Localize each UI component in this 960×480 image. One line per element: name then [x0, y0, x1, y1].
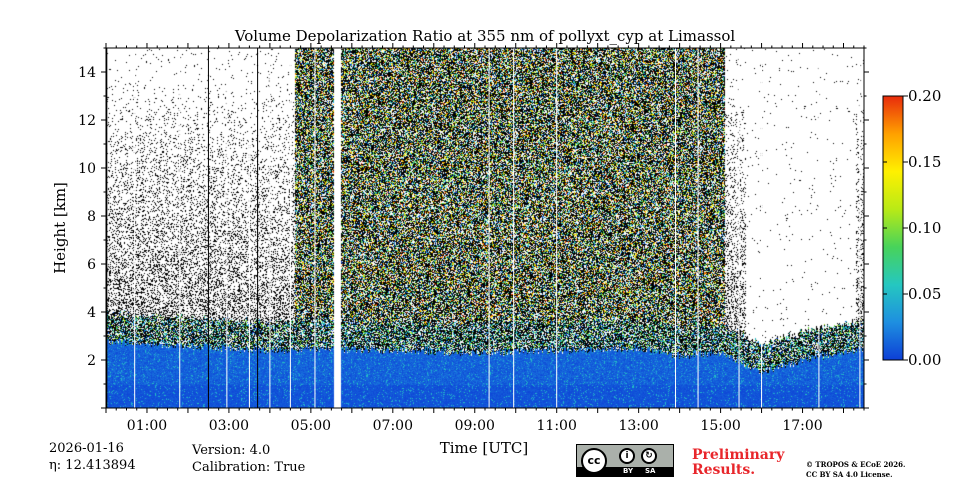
- version-label: Version: 4.0: [192, 443, 271, 458]
- meta-version: Version: 4.0 Calibration: True: [192, 442, 305, 476]
- preliminary-line1: Preliminary: [692, 447, 785, 463]
- meta-date-eta: 2026-01-16 η: 12.413894: [49, 440, 136, 474]
- x-tick-label: 17:00: [782, 418, 822, 434]
- x-axis: 01:00 03:00 05:00 07:00 09:00 11:00 13:00 15:00…: [105, 43, 865, 434]
- y-axis-label: Height [km]: [51, 182, 69, 274]
- plot-area: [105, 47, 865, 409]
- colorbar-tick-label: 0.15: [908, 153, 941, 171]
- date-label: 2026-01-16: [49, 441, 124, 456]
- y-tick-label: 6: [87, 257, 96, 273]
- y-tick-label: 4: [87, 305, 96, 321]
- copyright-line1: © TROPOS & ECoE 2026.: [806, 460, 906, 469]
- cc-band: [577, 467, 673, 476]
- preliminary-line2: Results.: [692, 462, 756, 478]
- colorbar-tick-label: 0.10: [908, 219, 941, 237]
- colorbar: 0.00 0.05 0.10 0.15 0.20: [882, 87, 941, 369]
- chart-title: Volume Depolarization Ratio at 355 nm of…: [234, 27, 736, 45]
- colorbar-tick-label: 0.05: [908, 285, 941, 303]
- x-axis-label: Time [UTC]: [440, 439, 529, 457]
- by-icon: i: [619, 448, 635, 464]
- y-axis: 2 4 6 8 10 12 14: [78, 47, 869, 409]
- x-tick-label: 05:00: [291, 418, 331, 434]
- y-tick-label: 2: [87, 353, 96, 369]
- copyright-notice: © TROPOS & ECoE 2026. CC BY SA 4.0 Licen…: [806, 460, 905, 480]
- y-tick-label: 8: [87, 209, 96, 225]
- x-tick-label: 07:00: [373, 418, 413, 434]
- y-tick-label: 10: [78, 161, 96, 177]
- x-tick-label: 03:00: [209, 418, 249, 434]
- cc-icon: cc: [581, 448, 607, 474]
- x-tick-label: 01:00: [127, 418, 167, 434]
- x-tick-label: 11:00: [537, 418, 577, 434]
- x-tick-label: 13:00: [618, 418, 658, 434]
- colorbar-tick-label: 0.00: [908, 351, 941, 369]
- sa-icon: ↻: [641, 448, 657, 464]
- y-tick-label: 12: [78, 113, 96, 129]
- calibration-label: Calibration: True: [192, 460, 306, 475]
- preliminary-results-notice: Preliminary Results.: [692, 448, 784, 478]
- x-tick-label: 09:00: [455, 418, 495, 434]
- by-label: BY: [623, 467, 634, 475]
- heatmap-raster: [106, 48, 864, 408]
- x-tick-label: 15:00: [700, 418, 740, 434]
- eta-label: η: 12.413894: [49, 458, 136, 473]
- cc-license-badge: cc i ↻ BY SA: [576, 444, 674, 477]
- sa-label: SA: [645, 467, 656, 475]
- colorbar-tick-label: 0.20: [908, 87, 941, 105]
- copyright-line2: CC BY SA 4.0 License.: [806, 470, 893, 479]
- y-tick-label: 14: [78, 65, 96, 81]
